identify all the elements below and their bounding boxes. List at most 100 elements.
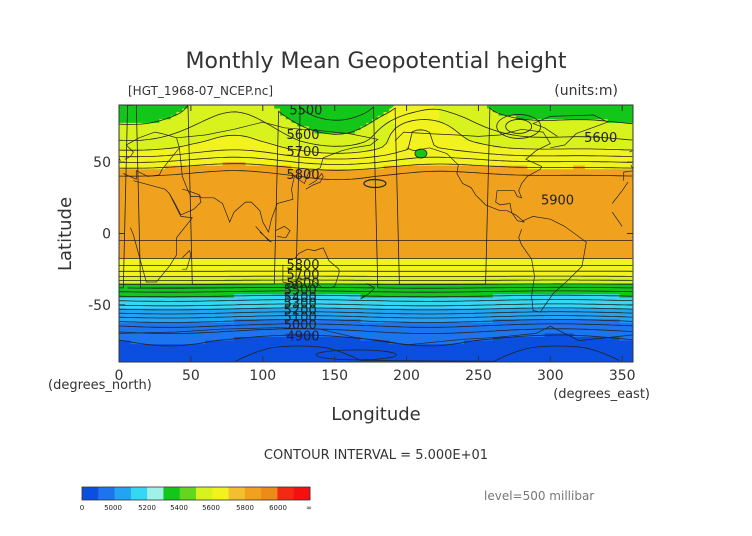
heatmap-cell (584, 279, 592, 285)
heatmap-cell (625, 172, 632, 177)
heatmap-cell (366, 133, 373, 138)
heatmap-cell (533, 144, 540, 149)
heatmap-cell (354, 187, 362, 192)
heatmap-cell (579, 119, 586, 124)
heatmap-cell (423, 226, 431, 231)
heatmap-cell (383, 176, 390, 181)
heatmap-cell (487, 254, 494, 260)
heatmap-cell (343, 197, 350, 202)
heatmap-cell (239, 237, 247, 242)
heatmap-cell (596, 215, 603, 220)
heatmap-cell (159, 115, 166, 120)
heatmap-cell (199, 233, 206, 238)
heatmap-cell (567, 151, 574, 156)
heatmap-cell (211, 262, 218, 267)
heatmap-cell (245, 204, 252, 210)
heatmap-cell (251, 276, 258, 281)
heatmap-cell (435, 262, 442, 267)
heatmap-cell (544, 287, 551, 292)
heatmap-cell (377, 204, 385, 210)
heatmap-cell (429, 262, 436, 267)
heatmap-cell (504, 215, 511, 220)
heatmap-cell (280, 176, 287, 181)
heatmap-cell (142, 197, 149, 202)
heatmap-cell (199, 272, 206, 277)
heatmap-cell (487, 112, 494, 117)
heatmap-cell (389, 212, 396, 217)
heatmap-cell (222, 172, 229, 177)
heatmap-cell (423, 204, 431, 210)
heatmap-cell (550, 265, 557, 270)
heatmap-cell (630, 169, 633, 174)
heatmap-cell (199, 126, 206, 131)
heatmap-cell (159, 258, 166, 263)
heatmap-cell (538, 105, 546, 110)
heatmap-cell (337, 254, 344, 260)
heatmap-cell (331, 112, 339, 117)
heatmap-cell (234, 162, 241, 167)
heatmap-cell (297, 162, 304, 167)
heatmap-cell (285, 144, 293, 149)
heatmap-cell (314, 201, 321, 206)
heatmap-cell (142, 151, 149, 156)
heatmap-cell (389, 287, 396, 292)
heatmap-cell (441, 105, 448, 110)
heatmap-cell (349, 176, 356, 181)
heatmap-cell (619, 169, 626, 174)
heatmap-cell (533, 219, 540, 224)
heatmap-cell (452, 229, 459, 235)
heatmap-cell (349, 212, 356, 217)
heatmap-cell (372, 279, 379, 285)
heatmap-cell (527, 283, 534, 288)
heatmap-cell (590, 233, 597, 238)
heatmap-cell (124, 219, 132, 224)
heatmap-cell (441, 144, 448, 149)
heatmap-cell (205, 194, 212, 199)
heatmap-cell (262, 165, 270, 170)
heatmap-cell (188, 297, 195, 302)
heatmap-cell (406, 201, 413, 206)
heatmap-cell (354, 226, 362, 231)
heatmap-cell (452, 226, 459, 231)
heatmap-cell (475, 190, 482, 195)
heatmap-cell (383, 158, 390, 163)
heatmap-cell (567, 176, 574, 181)
heatmap-cell (469, 144, 477, 149)
heatmap-cell (124, 115, 132, 120)
heatmap-cell (521, 254, 528, 260)
heatmap-cell (590, 105, 597, 110)
heatmap-cell (469, 254, 477, 260)
heatmap-cell (458, 190, 465, 195)
heatmap-cell (165, 247, 172, 252)
heatmap-cell (469, 176, 477, 181)
heatmap-cell (326, 251, 333, 256)
heatmap-cell (533, 244, 540, 249)
heatmap-cell (584, 183, 592, 188)
heatmap-cell (176, 172, 183, 177)
heatmap-cell (469, 204, 477, 210)
heatmap-cell (567, 201, 574, 206)
heatmap-cell (159, 151, 166, 156)
heatmap-cell (372, 158, 379, 163)
heatmap-cell (607, 247, 615, 252)
heatmap-cell (142, 108, 149, 113)
heatmap-cell (573, 265, 580, 270)
heatmap-cell (619, 176, 626, 181)
heatmap-cell (377, 233, 385, 238)
heatmap-cell (406, 283, 413, 288)
heatmap-cell (584, 187, 592, 192)
heatmap-cell (147, 208, 155, 213)
heatmap-cell (360, 240, 367, 245)
heatmap-cell (377, 244, 385, 249)
heatmap-cell (521, 276, 528, 281)
heatmap-cell (193, 108, 201, 113)
heatmap-cell (481, 229, 488, 235)
heatmap-cell (498, 251, 505, 256)
heatmap-cell (423, 258, 431, 263)
heatmap-cell (423, 240, 431, 245)
heatmap-cell (607, 204, 615, 210)
heatmap-cell (418, 176, 425, 181)
heatmap-cell (205, 108, 212, 113)
heatmap-cell (124, 108, 132, 113)
heatmap-cell (613, 190, 620, 195)
